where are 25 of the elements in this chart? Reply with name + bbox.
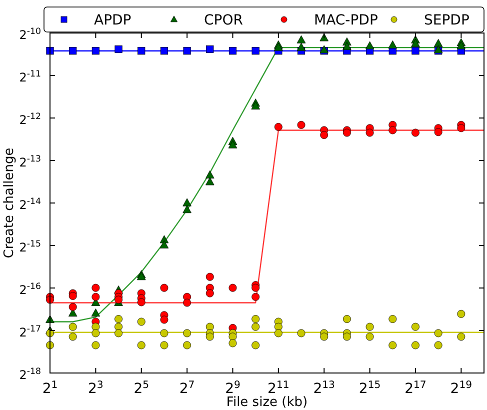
- y-tick-label: 2$^{-10}$: [19, 27, 41, 42]
- y-axis-title: Create challenge: [2, 148, 17, 258]
- y-tick-label: 2$^{-17}$: [19, 324, 41, 340]
- x-tick-label: 2$^{17}$: [404, 380, 426, 397]
- legend-label: SEPDP: [424, 12, 470, 28]
- y-tick-label: 2$^{-14}$: [19, 197, 41, 212]
- y-tick-label: 2$^{-15}$: [19, 240, 41, 254]
- x-tick-label: 2$^{15}$: [358, 380, 381, 397]
- y-tick-label: 2$^{-18}$: [19, 367, 41, 382]
- x-tick-label: 2$^{5}$: [134, 380, 150, 397]
- legend-label: MAC-PDP: [314, 12, 378, 28]
- y-tick-label: 2$^{-12}$: [19, 112, 41, 127]
- legend-label: APDP: [94, 12, 132, 28]
- x-tick-label: 2$^{1}$: [42, 380, 58, 397]
- x-tick-label: 2$^{13}$: [313, 380, 335, 397]
- y-tick-label: 2$^{-11}$: [19, 70, 41, 84]
- legend-label: CPOR: [204, 12, 244, 28]
- x-tick-label: 2$^{3}$: [88, 380, 104, 397]
- x-tick-label: 2$^{7}$: [179, 380, 195, 397]
- x-tick-label: 2$^{9}$: [225, 380, 240, 397]
- y-tick-label: 2$^{-13}$: [19, 154, 41, 170]
- x-tick-label: 2$^{11}$: [268, 380, 290, 397]
- x-axis-title: File size (kb): [226, 395, 308, 410]
- y-tick-label: 2$^{-16}$: [19, 282, 41, 297]
- x-tick-label: 2$^{19}$: [450, 380, 472, 397]
